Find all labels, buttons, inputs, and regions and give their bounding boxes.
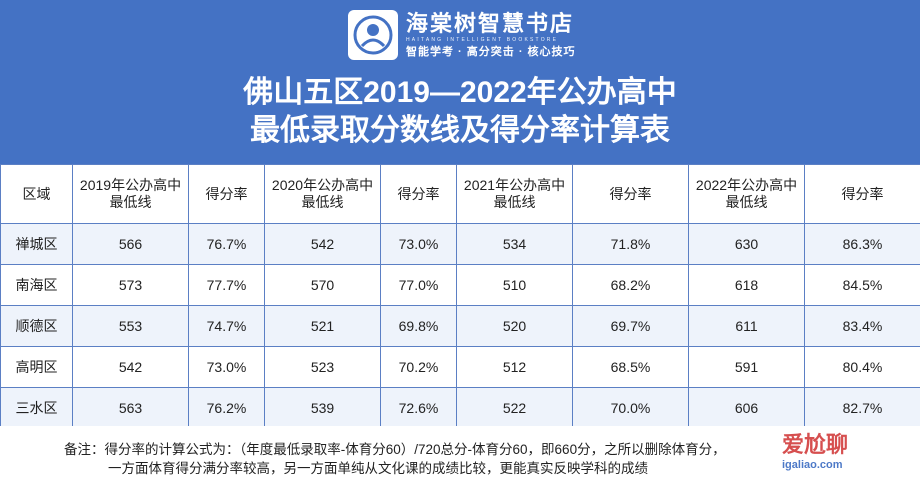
table-cell: 542 (72, 346, 189, 388)
footnote-line-2: 一方面体育得分满分率较高，另一方面单纯从文化课的成绩比较，更能真实反映学科的成绩 (108, 461, 648, 476)
table-cell: 591 (688, 346, 805, 388)
table-header-cell: 2022年公办高中最低线 (688, 164, 805, 224)
table-cell: 70.0% (572, 387, 689, 429)
table-cell: 高明区 (0, 346, 73, 388)
table-header-cell: 得分率 (188, 164, 265, 224)
table-header-cell: 得分率 (572, 164, 689, 224)
table-cell: 77.7% (188, 264, 265, 306)
table-cell: 539 (264, 387, 381, 429)
brand-slogan: 智能学考 · 高分突击 · 核心技巧 (406, 45, 576, 58)
table-cell: 77.0% (380, 264, 457, 306)
watermark: 爱尬聊 igaliao.com (782, 432, 912, 492)
score-table-wrapper: 区域 2019年公办高中最低线 得分率 2020年公办高中最低线 得分率 202… (0, 164, 920, 429)
table-cell: 534 (456, 223, 573, 265)
table-cell: 禅城区 (0, 223, 73, 265)
table-cell: 630 (688, 223, 805, 265)
watermark-url: igaliao.com (782, 459, 843, 471)
header: 海棠树智慧书店 HAITANG INTELLIGENT BOOKSTORE 智能… (0, 0, 920, 164)
table-header-cell: 区域 (0, 164, 73, 224)
table-cell: 542 (264, 223, 381, 265)
table-cell: 73.0% (188, 346, 265, 388)
table-cell: 566 (72, 223, 189, 265)
brand-name: 海棠树智慧书店 (406, 10, 575, 36)
table-cell: 520 (456, 305, 573, 347)
table-row: 南海区 573 77.7% 570 77.0% 510 68.2% 618 84… (0, 264, 920, 306)
table-cell: 70.2% (380, 346, 457, 388)
table-cell: 76.7% (188, 223, 265, 265)
table-cell: 573 (72, 264, 189, 306)
table-cell: 76.2% (188, 387, 265, 429)
table-cell: 611 (688, 305, 805, 347)
table-header-cell: 2020年公办高中最低线 (264, 164, 381, 224)
title-line-1: 佛山五区2019—2022年公办高中 (243, 76, 677, 109)
score-table: 区域 2019年公办高中最低线 得分率 2020年公办高中最低线 得分率 202… (0, 164, 920, 429)
table-cell: 68.2% (572, 264, 689, 306)
table-row: 禅城区 566 76.7% 542 73.0% 534 71.8% 630 86… (0, 223, 920, 265)
brand-text: 海棠树智慧书店 HAITANG INTELLIGENT BOOKSTORE 智能… (406, 10, 576, 59)
table-cell: 71.8% (572, 223, 689, 265)
table-header-cell: 2019年公办高中最低线 (72, 164, 189, 224)
title-line-2: 最低录取分数线及得分率计算表 (250, 114, 670, 147)
table-cell: 86.3% (804, 223, 920, 265)
table-cell: 80.4% (804, 346, 920, 388)
brand-name-en: HAITANG INTELLIGENT BOOKSTORE (406, 36, 559, 43)
table-cell: 563 (72, 387, 189, 429)
table-cell: 606 (688, 387, 805, 429)
table-cell: 72.6% (380, 387, 457, 429)
table-cell: 512 (456, 346, 573, 388)
table-cell: 73.0% (380, 223, 457, 265)
table-row: 三水区 563 76.2% 539 72.6% 522 70.0% 606 82… (0, 387, 920, 429)
table-cell: 南海区 (0, 264, 73, 306)
table-row: 顺德区 553 74.7% 521 69.8% 520 69.7% 611 83… (0, 305, 920, 347)
table-cell: 521 (264, 305, 381, 347)
table-cell: 570 (264, 264, 381, 306)
table-cell: 553 (72, 305, 189, 347)
table-header-cell: 2021年公办高中最低线 (456, 164, 573, 224)
bookstore-logo-icon (348, 10, 398, 60)
table-cell: 顺德区 (0, 305, 73, 347)
table-cell: 三水区 (0, 387, 73, 429)
table-cell: 522 (456, 387, 573, 429)
table-header-cell: 得分率 (804, 164, 920, 224)
table-cell: 69.8% (380, 305, 457, 347)
table-cell: 82.7% (804, 387, 920, 429)
table-header-cell: 得分率 (380, 164, 457, 224)
table-header-row: 区域 2019年公办高中最低线 得分率 2020年公办高中最低线 得分率 202… (0, 164, 920, 224)
table-row: 高明区 542 73.0% 523 70.2% 512 68.5% 591 80… (0, 346, 920, 388)
page-title: 佛山五区2019—2022年公办高中 最低录取分数线及得分率计算表 (0, 74, 920, 150)
table-cell: 74.7% (188, 305, 265, 347)
watermark-text: 爱尬聊 (782, 432, 849, 457)
table-cell: 523 (264, 346, 381, 388)
table-cell: 69.7% (572, 305, 689, 347)
footnote: 备注：得分率的计算公式为：（年度最低录取率-体育分60）/720总分-体育分60… (0, 426, 920, 500)
table-cell: 618 (688, 264, 805, 306)
table-cell: 510 (456, 264, 573, 306)
table-cell: 68.5% (572, 346, 689, 388)
table-cell: 83.4% (804, 305, 920, 347)
table-cell: 84.5% (804, 264, 920, 306)
brand: 海棠树智慧书店 HAITANG INTELLIGENT BOOKSTORE 智能… (348, 6, 576, 64)
footnote-line-1: 备注：得分率的计算公式为：（年度最低录取率-体育分60）/720总分-体育分60… (64, 442, 726, 457)
